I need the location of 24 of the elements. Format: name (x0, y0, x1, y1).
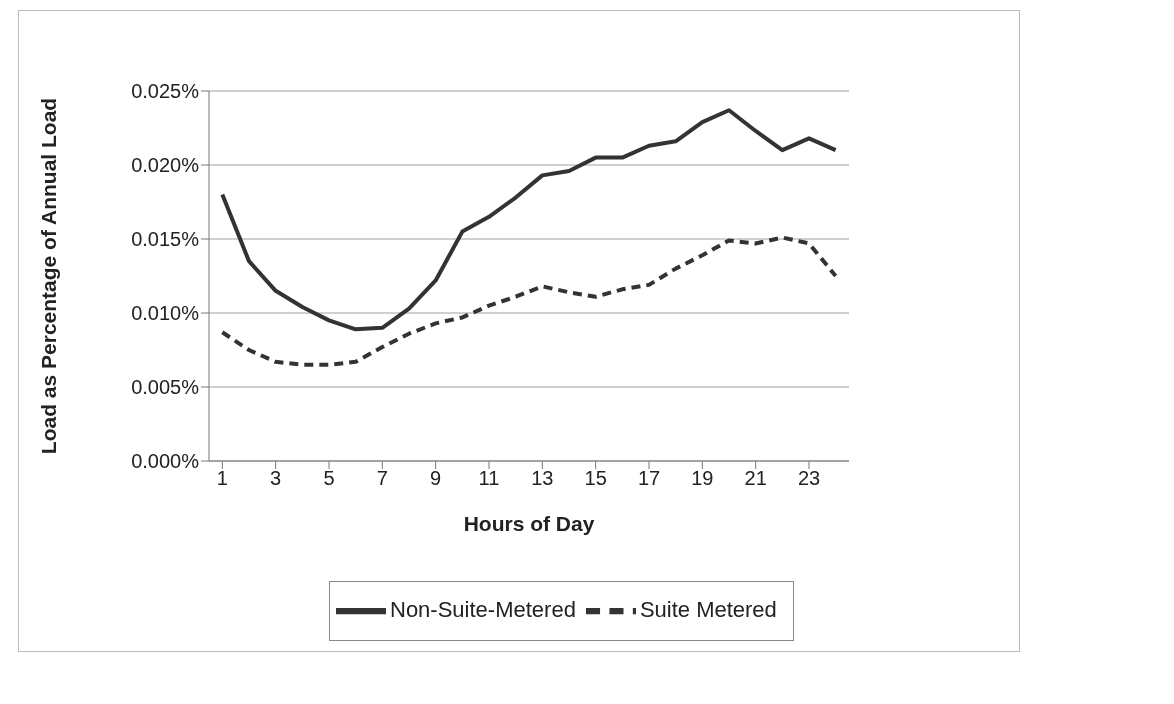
line-series (220, 108, 838, 332)
x-tick-label: 23 (797, 467, 821, 490)
x-tick-label: 9 (430, 467, 442, 490)
y-axis-title: Load as Percentage of Annual Load (37, 97, 61, 455)
x-tick-label: 17 (637, 467, 661, 490)
legend-label: Suite Metered (639, 596, 777, 622)
x-tick-label: 21 (744, 467, 767, 490)
x-tick-label: 7 (376, 467, 388, 490)
x-tick-label: 1 (216, 467, 228, 490)
x-tick-label: 13 (531, 467, 554, 490)
legend-label: Non-Suite-Metered (390, 596, 576, 622)
y-tick-label: 0.005% (131, 376, 200, 399)
y-tick-label: 0.015% (131, 228, 200, 251)
line-series (220, 235, 838, 367)
x-tick-label: 19 (691, 467, 714, 490)
x-tick-label: 11 (478, 467, 500, 490)
x-tick-label: 15 (584, 467, 607, 490)
y-tick-label: 0.000% (131, 450, 200, 473)
y-tick-label: 0.010% (131, 302, 200, 325)
x-tick-label: 5 (323, 467, 335, 490)
x-axis-title: Hours of Day (463, 511, 595, 535)
y-tick-label: 0.020% (131, 154, 200, 177)
y-tick-label: 0.025% (131, 80, 200, 103)
x-tick-label: 3 (270, 467, 282, 490)
